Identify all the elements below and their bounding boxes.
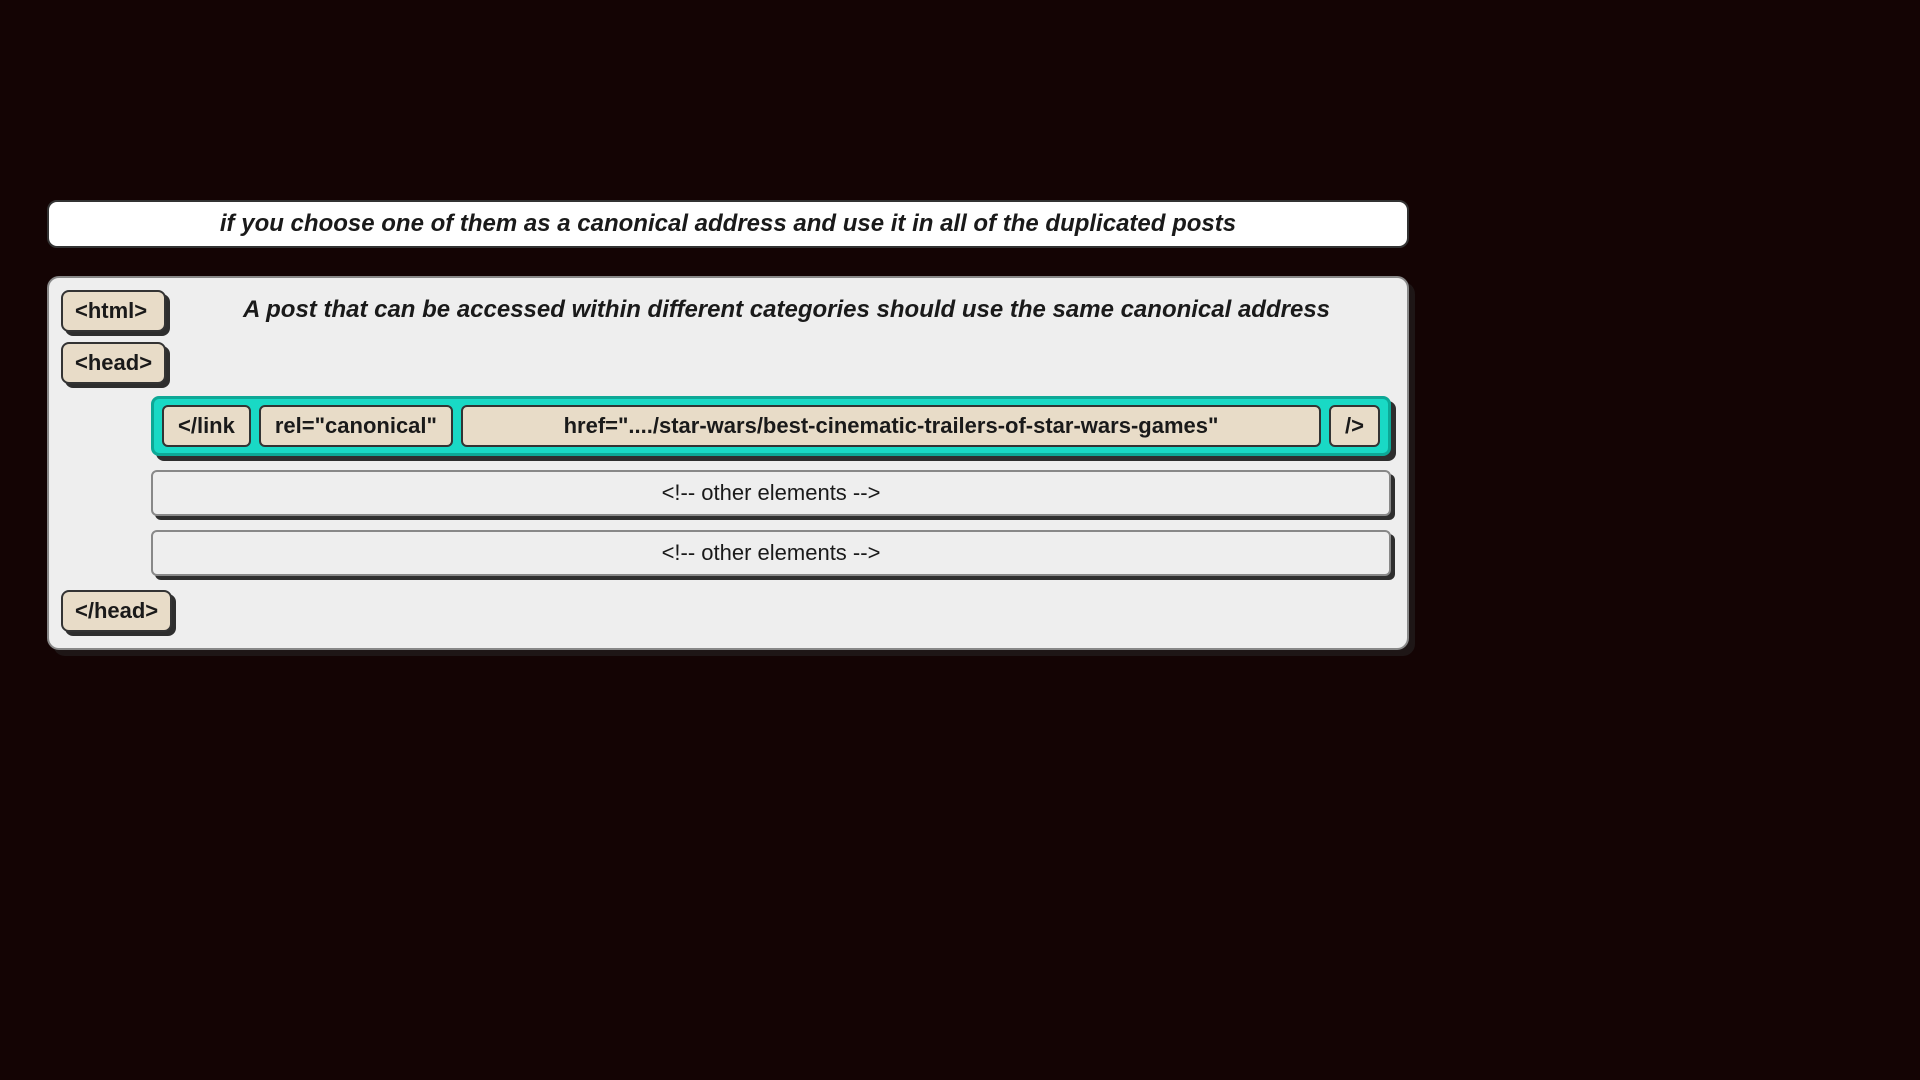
title-box: if you choose one of them as a canonical… bbox=[47, 200, 1409, 248]
canonical-link-row: </link rel="canonical" href="..../star-w… bbox=[151, 396, 1391, 456]
code-panel: <html> <head> A post that can be accesse… bbox=[47, 276, 1409, 650]
head-close-tag: </head> bbox=[61, 590, 172, 632]
tag-column: <html> <head> bbox=[61, 290, 166, 384]
html-open-tag: <html> bbox=[61, 290, 166, 332]
link-close-pill: /> bbox=[1329, 405, 1380, 447]
comment-row-1: <!-- other elements --> bbox=[151, 470, 1391, 516]
panel-subtitle: A post that can be accessed within diffe… bbox=[178, 290, 1395, 328]
indented-rows: </link rel="canonical" href="..../star-w… bbox=[151, 396, 1391, 576]
link-rel-pill: rel="canonical" bbox=[259, 405, 453, 447]
link-href-pill: href="..../star-wars/best-cinematic-trai… bbox=[461, 405, 1321, 447]
title-text: if you choose one of them as a canonical… bbox=[220, 210, 1236, 237]
close-head-wrapper: </head> bbox=[61, 590, 1395, 632]
panel-header: <html> <head> A post that can be accesse… bbox=[61, 290, 1395, 384]
comment-row-2: <!-- other elements --> bbox=[151, 530, 1391, 576]
head-open-tag: <head> bbox=[61, 342, 166, 384]
link-open-pill: </link bbox=[162, 405, 251, 447]
